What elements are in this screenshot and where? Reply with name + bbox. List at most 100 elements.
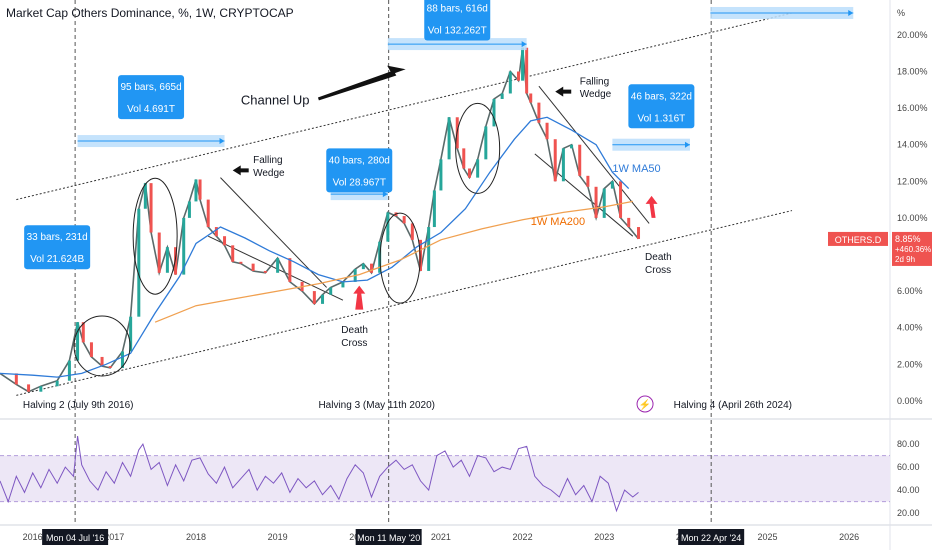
pattern-ellipse-2 — [379, 212, 421, 304]
candle — [143, 183, 147, 209]
measure-vol-text: Vol 28.967T — [333, 177, 386, 188]
falling-wedge-label: Wedge — [253, 168, 285, 179]
channel-lower-line — [16, 210, 793, 396]
candle — [239, 261, 243, 264]
candle — [223, 236, 227, 246]
candle — [610, 181, 614, 189]
y-tick-label: 14.00% — [897, 140, 928, 150]
candle — [312, 291, 316, 304]
price-tag-bg — [892, 231, 932, 266]
wedge-lower-line — [207, 235, 344, 301]
wedge2-upper-line — [538, 85, 650, 224]
candle — [198, 179, 202, 200]
falling-wedge-arrow-2 — [555, 86, 572, 97]
date-tag-label: Mon 22 Apr '24 — [681, 533, 741, 543]
candle — [476, 159, 480, 178]
measure-label-bg-1 — [118, 75, 185, 120]
y-tick-label: 18.00% — [897, 67, 928, 77]
falling-wedge-label-2: Wedge — [580, 89, 612, 100]
measure-vol-text: Vol 21.624B — [30, 254, 84, 265]
y-tick-label: 2.00% — [897, 359, 923, 369]
candle — [194, 179, 198, 202]
candle — [553, 139, 557, 182]
candle — [214, 227, 218, 237]
candle — [447, 117, 451, 160]
candle — [561, 148, 565, 182]
death-cross-label-2: Cross — [645, 265, 671, 276]
price-tag-value: 8.85% — [895, 234, 921, 244]
candle — [467, 168, 471, 178]
x-tick-label: 2018 — [186, 532, 206, 542]
candle — [149, 183, 153, 233]
candle — [521, 47, 525, 81]
x-tick-label: 2021 — [431, 532, 451, 542]
wedge2-lower-line — [534, 153, 634, 237]
ma200-line — [154, 200, 633, 323]
halving-icon — [636, 395, 654, 413]
candle — [165, 247, 169, 273]
date-tag-bg — [678, 529, 745, 545]
candle — [427, 227, 431, 271]
candle — [55, 380, 59, 387]
candle — [432, 190, 436, 228]
measure-label-bg-3 — [424, 0, 491, 41]
candle — [76, 322, 80, 361]
candle — [525, 47, 529, 94]
date-tag-bg — [42, 529, 109, 545]
candle — [129, 316, 133, 352]
price-tag-change: +460.36% — [895, 245, 931, 254]
candle — [67, 360, 71, 381]
candle — [329, 287, 333, 295]
candle — [89, 342, 93, 357]
measure-bars-text: 95 bars, 665d — [120, 82, 181, 93]
measure-bars-text: 46 bars, 322d — [631, 91, 692, 102]
candle — [386, 212, 390, 242]
candle — [187, 201, 191, 218]
halving-icon-glyph: ⚡ — [639, 398, 651, 411]
candle — [263, 270, 267, 273]
x-tick-label: 2016 — [23, 532, 43, 542]
candle — [341, 281, 345, 288]
measure-bars-text: 40 bars, 280d — [329, 155, 390, 166]
candle — [27, 384, 31, 392]
x-tick-label: 2022 — [513, 532, 533, 542]
candle — [462, 148, 466, 169]
y-tick-label: 20.00% — [897, 30, 928, 40]
candle — [586, 175, 590, 187]
y-tick-label: 6.00% — [897, 286, 923, 296]
death-cross-label: Death — [341, 325, 368, 336]
candle — [410, 223, 414, 240]
candle — [288, 258, 292, 282]
measure-arrowhead-4 — [684, 141, 690, 148]
candle — [516, 71, 520, 81]
y-tick-label: 16.00% — [897, 103, 928, 113]
candle — [206, 199, 210, 228]
measure-label-bg-2 — [326, 148, 393, 193]
candle — [594, 186, 598, 218]
candle — [14, 373, 18, 385]
candle — [100, 356, 104, 367]
rsi-line — [0, 436, 639, 513]
falling-wedge-label-2: Falling — [580, 76, 609, 87]
candle — [500, 93, 504, 99]
y-tick-label: 12.00% — [897, 176, 928, 186]
pattern-ellipse-3 — [455, 102, 501, 194]
ma50-label: 1W MA50 — [612, 163, 660, 175]
candle — [619, 181, 623, 218]
date-tag-bg — [355, 529, 422, 545]
candle — [402, 216, 406, 224]
candle — [529, 93, 533, 103]
rsi-tick-label: 80.00 — [897, 439, 920, 449]
death-cross-label: Cross — [341, 338, 367, 349]
candle — [370, 263, 374, 273]
pattern-ellipse-1 — [132, 177, 178, 295]
candle — [182, 217, 186, 275]
candle — [39, 386, 43, 392]
candle — [276, 258, 280, 273]
candle — [484, 126, 488, 160]
x-tick-label: 2023 — [594, 532, 614, 542]
candle — [578, 144, 582, 176]
death-cross-arrow-2 — [645, 195, 658, 218]
x-tick-label: 2026 — [839, 532, 859, 542]
